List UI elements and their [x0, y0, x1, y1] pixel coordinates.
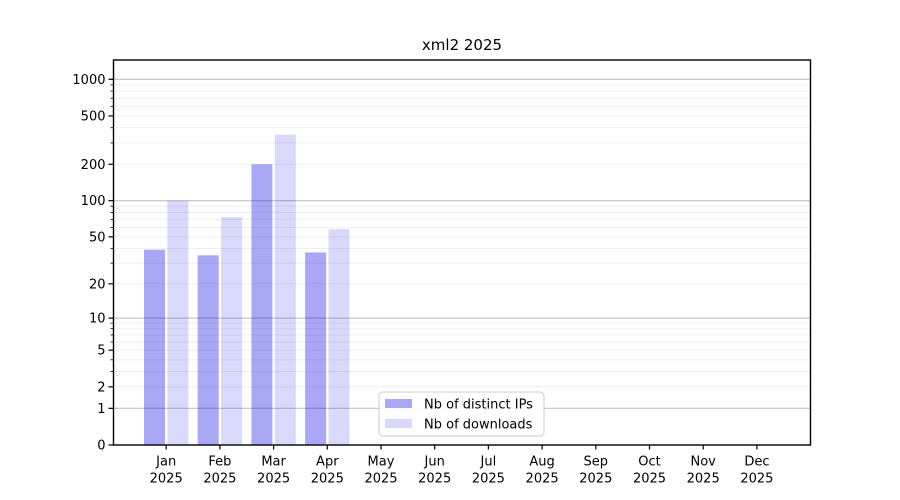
legend-swatch-distinct-ips [385, 399, 412, 408]
y-tick-label: 0 [97, 439, 105, 454]
y-tick-label: 200 [81, 158, 106, 173]
bar-jan-downloads [167, 200, 189, 445]
x-tick-label-month: Oct [638, 455, 660, 470]
x-tick-label-year: 2025 [633, 472, 666, 487]
x-tick-label-month: Jul [480, 455, 497, 470]
legend-label-downloads: Nb of downloads [424, 418, 533, 433]
legend-label-distinct-ips: Nb of distinct IPs [424, 398, 533, 413]
x-tick-label-year: 2025 [364, 472, 397, 487]
x-tick-label-month: Nov [691, 455, 717, 470]
x-tick-label-month: Aug [529, 455, 554, 470]
x-tick-label-year: 2025 [203, 472, 236, 487]
x-tick-label-month: May [368, 455, 395, 470]
legend-swatch-downloads [385, 419, 412, 428]
bar-feb-downloads [221, 217, 243, 445]
x-tick-label-month: Jan [155, 455, 176, 470]
y-tick-label: 5 [97, 344, 105, 359]
y-tick-label: 100 [81, 194, 106, 209]
x-tick-label-year: 2025 [257, 472, 290, 487]
y-tick-label: 50 [89, 230, 106, 245]
x-tick-label-year: 2025 [526, 472, 559, 487]
x-tick-label-month: Jun [424, 455, 445, 470]
y-tick-label: 1000 [72, 73, 105, 88]
y-tick-label: 2 [97, 380, 105, 395]
x-tick-label-year: 2025 [150, 472, 183, 487]
y-tick-label: 1 [97, 402, 105, 417]
x-tick-label-year: 2025 [418, 472, 451, 487]
bar-mar-distinct-ips [251, 164, 273, 446]
legend-frame [378, 391, 545, 437]
bar-apr-distinct-ips [305, 252, 327, 445]
chart-title: xml2 2025 [422, 36, 502, 54]
x-tick-label-month: Feb [208, 455, 231, 470]
x-tick-label-year: 2025 [472, 472, 505, 487]
bars-layer [144, 134, 350, 446]
bar-jan-distinct-ips [144, 249, 165, 445]
bar-feb-distinct-ips [197, 255, 219, 445]
x-tick-label-month: Mar [261, 455, 286, 470]
y-tick-label: 10 [89, 312, 106, 327]
x-tick-label-month: Apr [316, 455, 339, 470]
x-tick-label-year: 2025 [740, 472, 773, 487]
plot-frame [112, 59, 812, 446]
bar-apr-downloads [328, 229, 350, 445]
y-tick-label: 20 [89, 277, 106, 292]
legend: Nb of distinct IPs Nb of downloads [378, 391, 545, 437]
bar-mar-downloads [274, 134, 296, 446]
x-tick-label-month: Dec [744, 455, 769, 470]
x-tick-label-year: 2025 [687, 472, 720, 487]
x-tick-label-year: 2025 [311, 472, 344, 487]
y-tick-label: 500 [81, 109, 106, 124]
x-tick-label-month: Sep [584, 455, 609, 470]
x-tick-label-year: 2025 [579, 472, 612, 487]
axes-layer: 0 1 2 5 10 20 50 100 200 500 1000 Jan 2025 Feb 2025 Mar… [72, 59, 812, 487]
